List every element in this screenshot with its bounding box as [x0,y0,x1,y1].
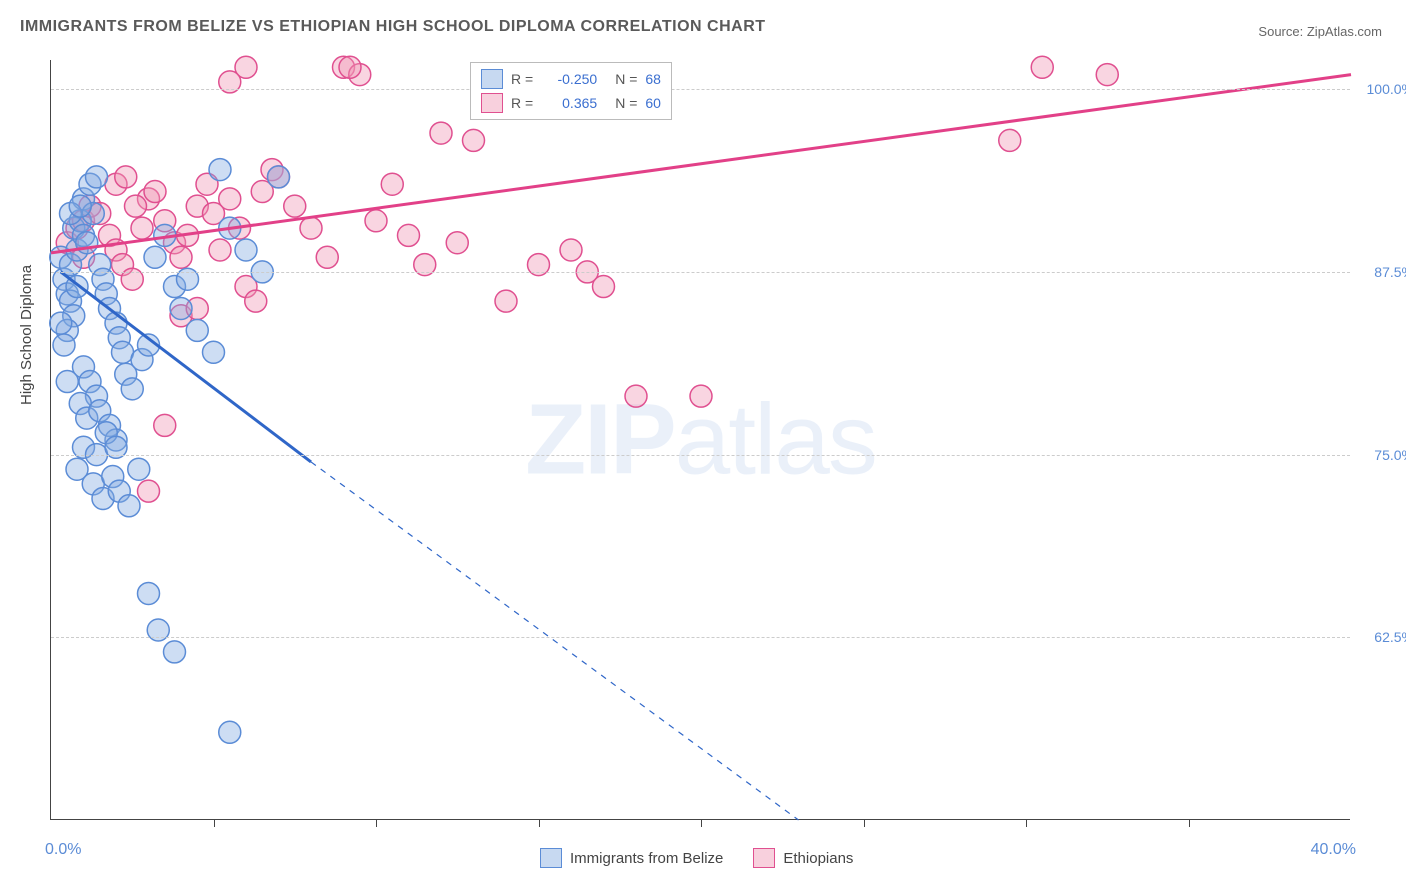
data-point [69,195,91,217]
x-axis-max-label: 40.0% [1311,841,1356,859]
data-point [339,56,361,78]
gridline [51,89,1350,90]
data-point [170,246,192,268]
data-point [219,188,241,210]
trend-line-blue-dashed [311,462,799,820]
data-point [625,385,647,407]
x-tick [701,819,702,827]
data-point [381,173,403,195]
series-pink [56,56,1118,502]
y-tick-label: 62.5% [1374,629,1406,645]
data-point [164,641,186,663]
data-point [112,341,134,363]
y-tick-label: 75.0% [1374,447,1406,463]
swatch-blue-icon [540,848,562,868]
data-point [209,239,231,261]
chart-title: IMMIGRANTS FROM BELIZE VS ETHIOPIAN HIGH… [20,18,766,36]
x-tick [1189,819,1190,827]
n-label: N = [615,95,637,111]
data-point [86,166,108,188]
r-label: R = [511,95,533,111]
data-point [245,290,267,312]
data-point [430,122,452,144]
legend-blue-label: Immigrants from Belize [570,850,723,867]
data-point [463,129,485,151]
x-tick [539,819,540,827]
y-axis-title: High School Diploma [18,265,35,405]
n-value-pink: 60 [645,95,661,111]
n-label: N = [615,71,637,87]
x-axis-min-label: 0.0% [45,841,81,859]
legend-row-pink: R = 0.365 N = 60 [481,91,661,115]
data-point [1031,56,1053,78]
data-point [203,341,225,363]
data-point [125,195,147,217]
trend-line-pink [51,75,1351,253]
data-point [144,181,166,203]
data-point [446,232,468,254]
r-label: R = [511,71,533,87]
data-point [186,319,208,341]
source-label: Source: [1258,24,1303,39]
r-value-blue: -0.250 [541,71,597,87]
data-point [999,129,1021,151]
r-value-pink: 0.365 [541,95,597,111]
data-point [170,297,192,319]
data-point [316,246,338,268]
x-tick [214,819,215,827]
data-point [365,210,387,232]
data-point [66,458,88,480]
gridline [51,272,1350,273]
data-point [219,721,241,743]
data-point [50,312,72,334]
legend-item-pink: Ethiopians [753,848,853,868]
swatch-blue-icon [481,69,503,89]
data-point [118,495,140,517]
data-point [138,480,160,502]
gridline [51,455,1350,456]
data-point [53,334,75,356]
data-point [56,371,78,393]
swatch-pink-icon [753,848,775,868]
data-point [209,159,231,181]
data-point [284,195,306,217]
data-point [131,217,153,239]
data-point [144,246,166,268]
x-tick [864,819,865,827]
data-point [268,166,290,188]
n-value-blue: 68 [645,71,661,87]
y-tick-label: 87.5% [1374,264,1406,280]
x-tick [1026,819,1027,827]
series-legend: Immigrants from Belize Ethiopians [540,848,853,868]
data-point [495,290,517,312]
data-point [690,385,712,407]
legend-item-blue: Immigrants from Belize [540,848,723,868]
data-point [1096,64,1118,86]
data-point [593,276,615,298]
data-point [115,166,137,188]
data-point [154,414,176,436]
data-point [128,458,150,480]
data-point [560,239,582,261]
correlation-legend-box: R = -0.250 N = 68 R = 0.365 N = 60 [470,62,672,120]
data-point [235,239,257,261]
data-point [398,224,420,246]
scatter-plot-svg [51,60,1350,819]
source-name: ZipAtlas.com [1307,24,1382,39]
legend-pink-label: Ethiopians [783,850,853,867]
data-point [121,378,143,400]
x-tick [376,819,377,827]
source-credit: Source: ZipAtlas.com [1258,24,1382,39]
data-point [138,582,160,604]
plot-area: ZIPatlas 0.0% 40.0% 62.5%75.0%87.5%100.0… [50,60,1350,820]
y-tick-label: 100.0% [1367,81,1406,97]
swatch-pink-icon [481,93,503,113]
data-point [300,217,322,239]
gridline [51,637,1350,638]
legend-row-blue: R = -0.250 N = 68 [481,67,661,91]
